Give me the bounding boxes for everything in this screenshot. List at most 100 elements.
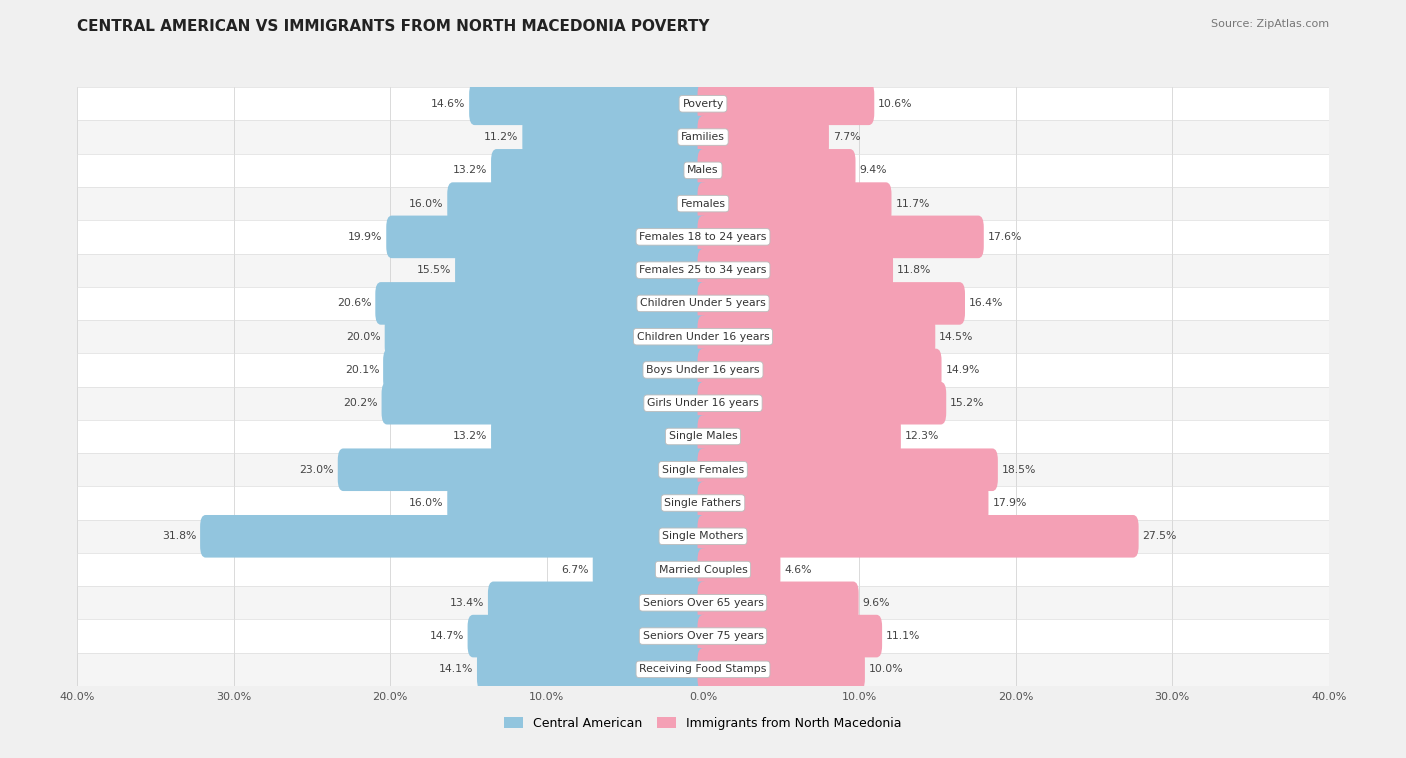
- Bar: [77, 420, 1329, 453]
- Bar: [77, 520, 1329, 553]
- Text: 14.9%: 14.9%: [945, 365, 980, 375]
- Text: 6.7%: 6.7%: [561, 565, 589, 575]
- FancyBboxPatch shape: [385, 315, 709, 358]
- Bar: [77, 87, 1329, 121]
- Text: 16.0%: 16.0%: [409, 498, 443, 508]
- Text: Girls Under 16 years: Girls Under 16 years: [647, 398, 759, 409]
- FancyBboxPatch shape: [697, 249, 893, 291]
- FancyBboxPatch shape: [697, 548, 780, 590]
- FancyBboxPatch shape: [468, 615, 709, 657]
- Text: Boys Under 16 years: Boys Under 16 years: [647, 365, 759, 375]
- Text: 9.6%: 9.6%: [862, 598, 890, 608]
- Text: 10.0%: 10.0%: [869, 664, 904, 675]
- FancyBboxPatch shape: [387, 215, 709, 258]
- FancyBboxPatch shape: [697, 282, 965, 324]
- Bar: [77, 453, 1329, 487]
- Text: 11.2%: 11.2%: [484, 132, 519, 142]
- Text: Poverty: Poverty: [682, 99, 724, 109]
- Text: Seniors Over 75 years: Seniors Over 75 years: [643, 631, 763, 641]
- Text: 14.5%: 14.5%: [939, 332, 973, 342]
- Text: 4.6%: 4.6%: [785, 565, 811, 575]
- Text: 16.0%: 16.0%: [409, 199, 443, 208]
- Text: Single Females: Single Females: [662, 465, 744, 475]
- FancyBboxPatch shape: [491, 149, 709, 192]
- Text: Children Under 5 years: Children Under 5 years: [640, 299, 766, 309]
- Text: 20.2%: 20.2%: [343, 398, 378, 409]
- Text: 14.6%: 14.6%: [430, 99, 465, 109]
- Text: 7.7%: 7.7%: [832, 132, 860, 142]
- Bar: [77, 320, 1329, 353]
- Text: 13.4%: 13.4%: [450, 598, 484, 608]
- Bar: [77, 353, 1329, 387]
- Text: 31.8%: 31.8%: [162, 531, 197, 541]
- Text: 11.8%: 11.8%: [897, 265, 931, 275]
- Text: Single Mothers: Single Mothers: [662, 531, 744, 541]
- Text: Males: Males: [688, 165, 718, 175]
- FancyBboxPatch shape: [382, 349, 709, 391]
- Bar: [77, 553, 1329, 586]
- FancyBboxPatch shape: [447, 183, 709, 225]
- FancyBboxPatch shape: [381, 382, 709, 424]
- Bar: [77, 387, 1329, 420]
- Text: Seniors Over 65 years: Seniors Over 65 years: [643, 598, 763, 608]
- Text: 23.0%: 23.0%: [299, 465, 333, 475]
- FancyBboxPatch shape: [337, 449, 709, 491]
- FancyBboxPatch shape: [697, 615, 882, 657]
- FancyBboxPatch shape: [697, 315, 935, 358]
- Bar: [77, 487, 1329, 520]
- FancyBboxPatch shape: [697, 83, 875, 125]
- Text: 18.5%: 18.5%: [1001, 465, 1036, 475]
- Text: 27.5%: 27.5%: [1143, 531, 1177, 541]
- Text: Children Under 16 years: Children Under 16 years: [637, 332, 769, 342]
- Text: 16.4%: 16.4%: [969, 299, 1004, 309]
- FancyBboxPatch shape: [697, 382, 946, 424]
- Text: 17.9%: 17.9%: [993, 498, 1026, 508]
- Text: 20.1%: 20.1%: [344, 365, 380, 375]
- Text: 12.3%: 12.3%: [905, 431, 939, 441]
- Text: Females 25 to 34 years: Females 25 to 34 years: [640, 265, 766, 275]
- Text: 13.2%: 13.2%: [453, 431, 486, 441]
- Text: Source: ZipAtlas.com: Source: ZipAtlas.com: [1211, 19, 1329, 29]
- FancyBboxPatch shape: [697, 449, 998, 491]
- Text: 11.7%: 11.7%: [896, 199, 929, 208]
- Bar: [77, 586, 1329, 619]
- Text: 17.6%: 17.6%: [987, 232, 1022, 242]
- Text: 11.1%: 11.1%: [886, 631, 921, 641]
- Bar: [77, 221, 1329, 253]
- Text: 10.6%: 10.6%: [879, 99, 912, 109]
- Text: 20.6%: 20.6%: [337, 299, 371, 309]
- FancyBboxPatch shape: [697, 215, 984, 258]
- FancyBboxPatch shape: [447, 482, 709, 525]
- FancyBboxPatch shape: [488, 581, 709, 624]
- FancyBboxPatch shape: [593, 548, 709, 590]
- FancyBboxPatch shape: [697, 581, 859, 624]
- Bar: [77, 653, 1329, 686]
- Bar: [77, 154, 1329, 187]
- FancyBboxPatch shape: [697, 349, 942, 391]
- Text: 19.9%: 19.9%: [347, 232, 382, 242]
- Text: 15.5%: 15.5%: [416, 265, 451, 275]
- Text: Females 18 to 24 years: Females 18 to 24 years: [640, 232, 766, 242]
- Text: Single Fathers: Single Fathers: [665, 498, 741, 508]
- FancyBboxPatch shape: [697, 515, 1139, 558]
- FancyBboxPatch shape: [375, 282, 709, 324]
- FancyBboxPatch shape: [697, 149, 855, 192]
- Legend: Central American, Immigrants from North Macedonia: Central American, Immigrants from North …: [499, 712, 907, 735]
- Text: 14.1%: 14.1%: [439, 664, 472, 675]
- FancyBboxPatch shape: [456, 249, 709, 291]
- Text: CENTRAL AMERICAN VS IMMIGRANTS FROM NORTH MACEDONIA POVERTY: CENTRAL AMERICAN VS IMMIGRANTS FROM NORT…: [77, 19, 710, 34]
- FancyBboxPatch shape: [491, 415, 709, 458]
- Text: 13.2%: 13.2%: [453, 165, 486, 175]
- Bar: [77, 187, 1329, 221]
- FancyBboxPatch shape: [697, 116, 830, 158]
- Text: 9.4%: 9.4%: [859, 165, 887, 175]
- FancyBboxPatch shape: [697, 415, 901, 458]
- Text: 14.7%: 14.7%: [429, 631, 464, 641]
- FancyBboxPatch shape: [697, 648, 865, 691]
- Text: 20.0%: 20.0%: [346, 332, 381, 342]
- Text: Receiving Food Stamps: Receiving Food Stamps: [640, 664, 766, 675]
- FancyBboxPatch shape: [477, 648, 709, 691]
- FancyBboxPatch shape: [697, 482, 988, 525]
- FancyBboxPatch shape: [697, 183, 891, 225]
- FancyBboxPatch shape: [523, 116, 709, 158]
